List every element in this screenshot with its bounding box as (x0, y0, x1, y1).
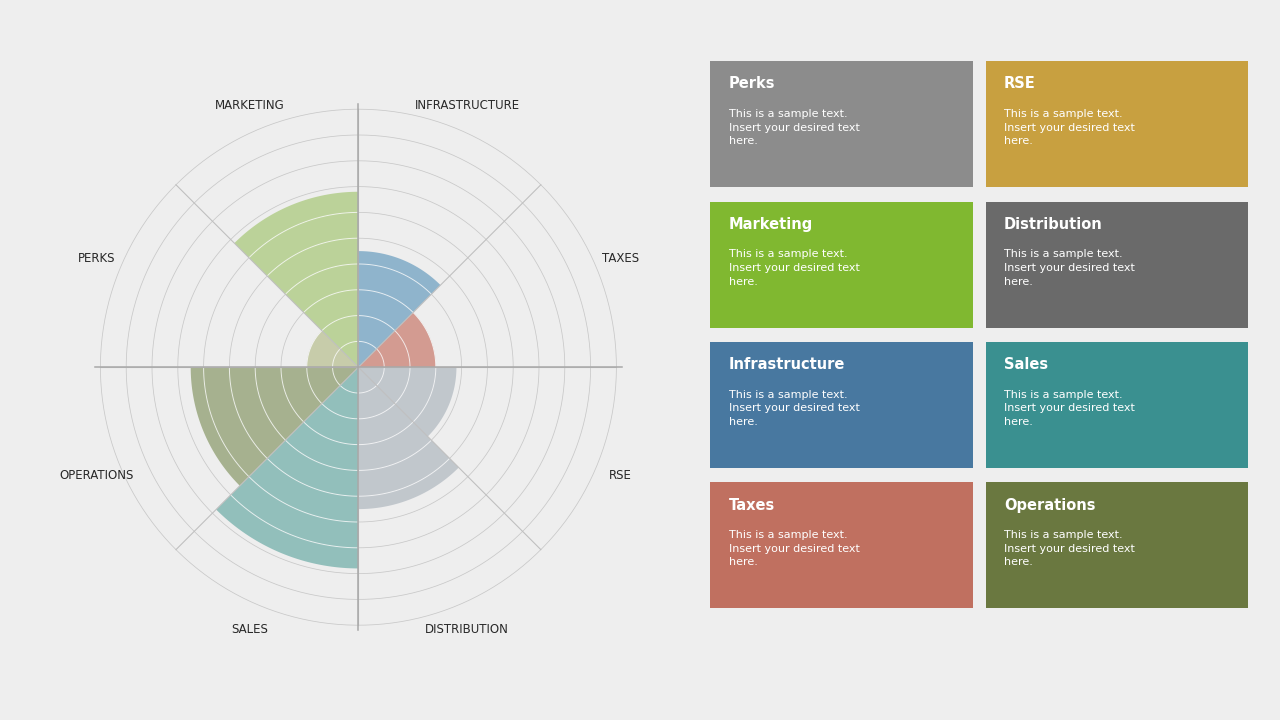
Text: Marketing: Marketing (728, 217, 813, 232)
Text: SALES: SALES (232, 623, 269, 636)
Text: This is a sample text.
Insert your desired text
here.: This is a sample text. Insert your desir… (1004, 109, 1135, 146)
Text: This is a sample text.
Insert your desired text
here.: This is a sample text. Insert your desir… (728, 250, 860, 287)
Text: PERKS: PERKS (78, 252, 115, 265)
Polygon shape (307, 330, 358, 367)
Text: Taxes: Taxes (728, 498, 774, 513)
Text: Infrastructure: Infrastructure (728, 357, 845, 372)
Polygon shape (358, 367, 457, 436)
Text: Sales: Sales (1004, 357, 1048, 372)
Text: This is a sample text.
Insert your desired text
here.: This is a sample text. Insert your desir… (1004, 530, 1135, 567)
Text: RSE: RSE (1004, 76, 1036, 91)
Polygon shape (234, 192, 358, 367)
Polygon shape (358, 312, 435, 367)
Polygon shape (358, 251, 440, 367)
Text: INFRASTRUCTURE: INFRASTRUCTURE (415, 99, 520, 112)
Text: RSE: RSE (609, 469, 632, 482)
Polygon shape (191, 367, 358, 486)
Text: This is a sample text.
Insert your desired text
here.: This is a sample text. Insert your desir… (728, 109, 860, 146)
Text: MARKETING: MARKETING (215, 99, 284, 112)
Text: DISTRIBUTION: DISTRIBUTION (425, 623, 509, 636)
Text: OPERATIONS: OPERATIONS (59, 469, 133, 482)
Text: This is a sample text.
Insert your desired text
here.: This is a sample text. Insert your desir… (728, 390, 860, 427)
Text: TAXES: TAXES (602, 252, 639, 265)
Text: Distribution: Distribution (1004, 217, 1102, 232)
Text: Operations: Operations (1004, 498, 1096, 513)
Polygon shape (216, 367, 358, 569)
Text: This is a sample text.
Insert your desired text
here.: This is a sample text. Insert your desir… (728, 530, 860, 567)
Text: This is a sample text.
Insert your desired text
here.: This is a sample text. Insert your desir… (1004, 390, 1135, 427)
Polygon shape (358, 367, 458, 509)
Text: This is a sample text.
Insert your desired text
here.: This is a sample text. Insert your desir… (1004, 250, 1135, 287)
Text: Perks: Perks (728, 76, 776, 91)
